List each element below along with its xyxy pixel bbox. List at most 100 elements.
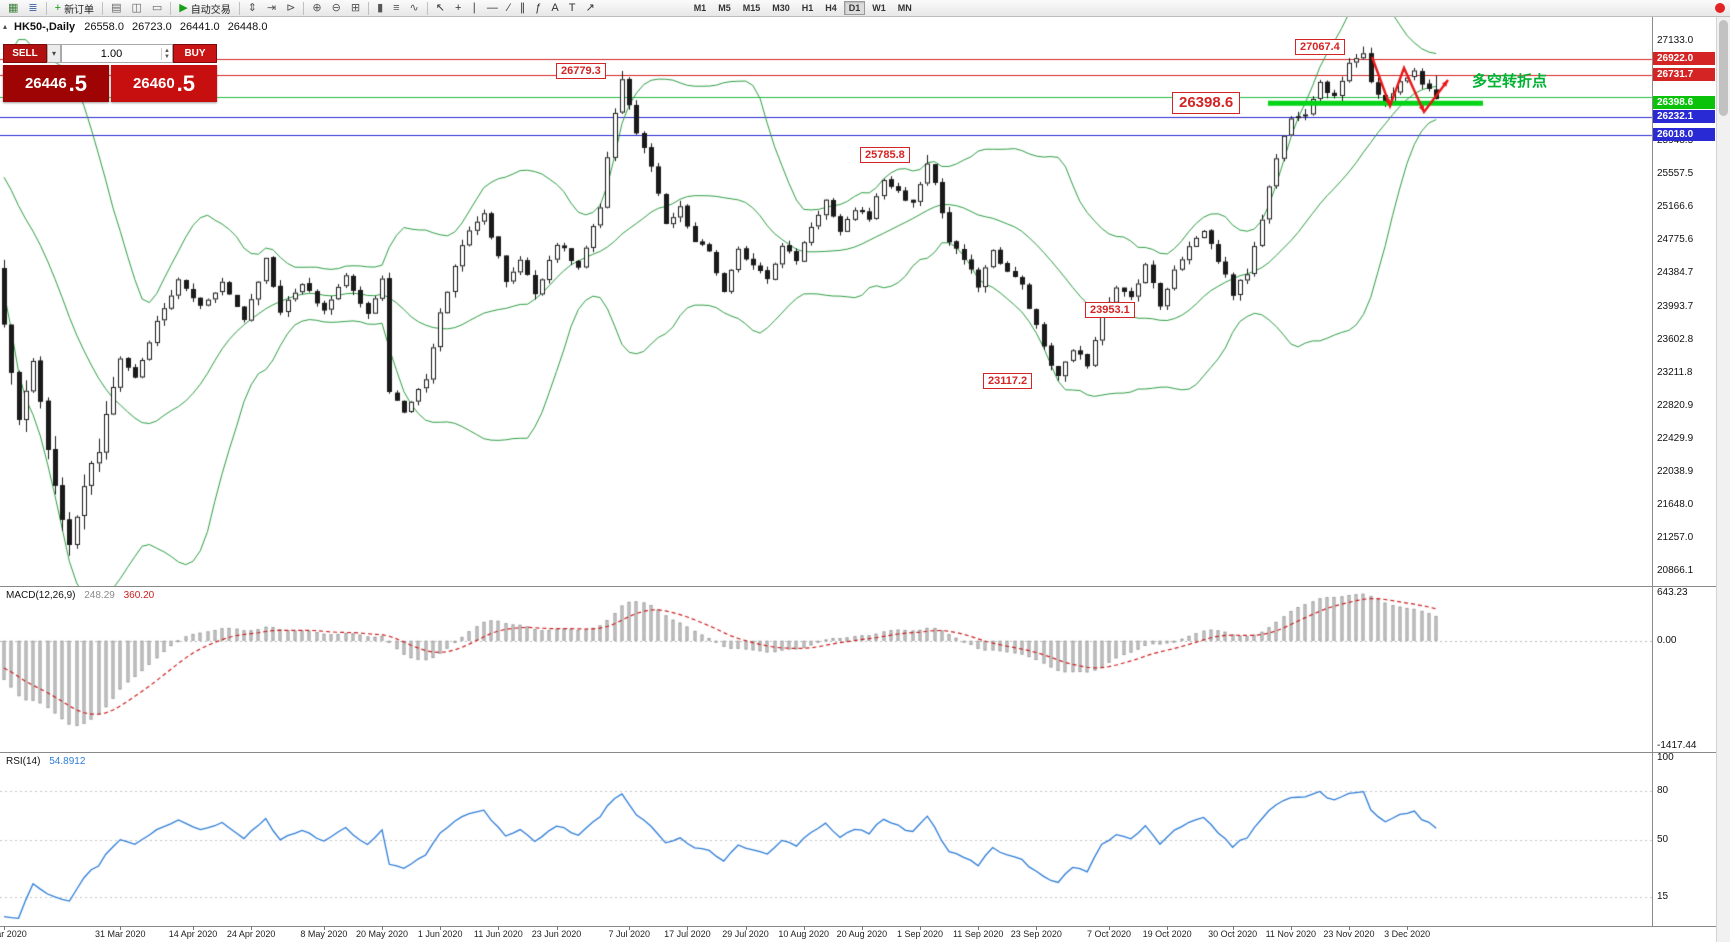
price-level-tag: 26398.6 bbox=[1653, 96, 1715, 110]
chart-high-value: 26723.0 bbox=[132, 21, 172, 33]
rsi-value: 54.8912 bbox=[49, 756, 86, 767]
terminal-icon-glyph: ▭ bbox=[151, 1, 163, 14]
timeframe-m5[interactable]: M5 bbox=[718, 3, 731, 13]
volume-up-icon[interactable]: ▲ bbox=[161, 47, 172, 54]
scrollbar-thumb[interactable] bbox=[1719, 20, 1728, 116]
price-annotation-label[interactable]: 25785.8 bbox=[860, 147, 910, 163]
sell-button[interactable]: SELL bbox=[3, 44, 47, 63]
chart-window-icon-glyph: ▤ bbox=[111, 1, 122, 14]
market-watch-icon[interactable]: ≣ bbox=[24, 0, 41, 17]
price-axis-tick: 23602.8 bbox=[1657, 333, 1694, 345]
candle-chart-icon-glyph: ▮ bbox=[377, 1, 384, 14]
date-axis-label: 31 Mar 2020 bbox=[95, 929, 146, 939]
timeframe-h1[interactable]: H1 bbox=[801, 3, 814, 13]
chart-ohlc-header: HK50-,Daily 26558.0 26723.0 26441.0 2644… bbox=[14, 21, 272, 33]
crosshair-icon[interactable]: + bbox=[451, 0, 465, 17]
macd-panel-separator[interactable] bbox=[0, 586, 1730, 587]
date-axis-tick bbox=[1291, 926, 1292, 930]
navigator-icon-glyph: ◫ bbox=[131, 1, 142, 14]
price-axis-tick: 25557.5 bbox=[1657, 168, 1694, 180]
volume-input[interactable] bbox=[62, 46, 161, 61]
collapse-panel-icon[interactable]: ▴ bbox=[3, 22, 8, 31]
rsi-panel-canvas[interactable] bbox=[0, 753, 1730, 926]
arrows-icon[interactable]: ↗ bbox=[581, 0, 598, 17]
date-axis-label: 29 Jul 2020 bbox=[722, 929, 769, 939]
vertical-scrollbar[interactable] bbox=[1716, 0, 1730, 942]
toolbar-separator bbox=[368, 1, 370, 15]
rsi-panel-separator[interactable] bbox=[0, 752, 1730, 753]
date-axis-tick bbox=[1109, 926, 1110, 930]
buy-price-button[interactable]: 26460 .5 bbox=[111, 65, 217, 102]
zoom-out-icon[interactable]: ⊖ bbox=[328, 0, 345, 17]
date-axis-label: 1 Jun 2020 bbox=[417, 929, 463, 939]
turning-point-note[interactable]: 多空转折点 bbox=[1472, 73, 1548, 90]
date-axis-tick bbox=[804, 926, 805, 930]
price-level-tag: 26018.0 bbox=[1653, 128, 1715, 142]
price-level-tag: 26731.7 bbox=[1653, 67, 1715, 81]
candle-chart-icon[interactable]: ▮ bbox=[373, 0, 387, 17]
date-axis-tick bbox=[1233, 926, 1234, 930]
buy-button[interactable]: BUY bbox=[173, 44, 217, 63]
macd-signal-value: 360.20 bbox=[123, 590, 155, 601]
date-axis-label: 8 May 2020 bbox=[300, 929, 348, 939]
sell-price-button[interactable]: 26446 .5 bbox=[3, 65, 109, 102]
timeframe-m1[interactable]: M1 bbox=[693, 3, 707, 13]
main-chart-canvas[interactable] bbox=[0, 17, 1730, 586]
tile-windows-icon[interactable]: ⊞ bbox=[347, 0, 364, 17]
auto-trading-button[interactable]: ▶ 自动交易 bbox=[175, 0, 234, 17]
volume-down-icon[interactable]: ▼ bbox=[161, 53, 172, 60]
price-axis-tick: 24775.6 bbox=[1657, 234, 1694, 246]
navigator-icon[interactable]: ◫ bbox=[127, 0, 145, 17]
timeframe-h4[interactable]: H4 bbox=[825, 3, 837, 13]
price-annotation-label[interactable]: 27067.4 bbox=[1295, 39, 1345, 55]
rsi-axis-value: 50 bbox=[1657, 833, 1669, 845]
date-axis-label: 23 Nov 2020 bbox=[1323, 929, 1375, 939]
order-options-dropdown[interactable]: ▾ bbox=[47, 44, 61, 63]
channel-icon-glyph: ∥ bbox=[519, 1, 526, 14]
price-annotation-label[interactable]: 23117.2 bbox=[983, 373, 1033, 389]
one-click-trade-panel: SELL ▾ ▲ ▼ BUY 26446 .5 26460 .5 bbox=[3, 44, 217, 102]
timeframe-d1[interactable]: D1 bbox=[843, 1, 866, 15]
chart-window-icon[interactable]: ▤ bbox=[107, 0, 125, 17]
timeframe-m30[interactable]: M30 bbox=[772, 3, 790, 13]
horizontal-line-icon[interactable]: ― bbox=[483, 0, 502, 17]
terminal-icon[interactable]: ▭ bbox=[148, 0, 166, 17]
trendline-icon[interactable]: ∕ bbox=[504, 0, 514, 17]
price-annotation-label[interactable]: 26779.3 bbox=[556, 63, 606, 79]
notification-badge-icon[interactable] bbox=[1715, 3, 1725, 13]
new-chart-icon[interactable]: ▦ bbox=[4, 0, 22, 17]
date-axis-label: 20 Aug 2020 bbox=[836, 929, 888, 939]
timeframe-w1[interactable]: W1 bbox=[872, 3, 886, 13]
macd-panel-canvas[interactable] bbox=[0, 587, 1730, 752]
cursor-icon[interactable]: ↖ bbox=[432, 0, 449, 17]
date-axis-tick bbox=[193, 926, 194, 930]
text-icon[interactable]: A bbox=[547, 0, 562, 17]
timeframe-mn[interactable]: MN bbox=[897, 3, 912, 13]
buy-price-main: 26460 bbox=[132, 75, 175, 92]
label-icon[interactable]: T bbox=[565, 0, 580, 17]
date-axis-separator bbox=[0, 926, 1730, 927]
market-watch-icon-glyph: ≣ bbox=[28, 1, 38, 14]
line-chart-icon[interactable]: ∿ bbox=[406, 0, 423, 17]
price-annotation-label[interactable]: 23953.1 bbox=[1085, 302, 1135, 318]
shift-chart-icon[interactable]: ⇥ bbox=[263, 0, 280, 17]
price-axis-border bbox=[1652, 17, 1653, 926]
label-icon-glyph: T bbox=[568, 1, 576, 14]
zoom-in-icon[interactable]: ⊕ bbox=[308, 0, 325, 17]
price-annotation-label[interactable]: 26398.6 bbox=[1172, 92, 1241, 114]
date-axis-tick bbox=[382, 926, 383, 930]
new-order-button[interactable]: + 新订单 bbox=[51, 0, 98, 17]
date-axis-label: 24 Apr 2020 bbox=[226, 929, 276, 939]
date-axis-label: 7 Jul 2020 bbox=[608, 929, 650, 939]
date-axis-label: 11 Sep 2020 bbox=[952, 929, 1004, 939]
vertical-line-icon[interactable]: ∣ bbox=[467, 0, 481, 17]
bar-chart-icon[interactable]: ≡ bbox=[389, 0, 403, 17]
auto-scroll-icon[interactable]: ⊳ bbox=[282, 0, 299, 17]
timeframe-m15[interactable]: M15 bbox=[742, 3, 761, 13]
text-icon-glyph: A bbox=[551, 1, 559, 14]
channel-icon[interactable]: ∥ bbox=[516, 0, 530, 17]
toolbar-separator bbox=[45, 1, 47, 15]
fibonacci-icon[interactable]: ƒ bbox=[531, 0, 545, 17]
scale-fix-icon[interactable]: ⇕ bbox=[244, 0, 261, 17]
